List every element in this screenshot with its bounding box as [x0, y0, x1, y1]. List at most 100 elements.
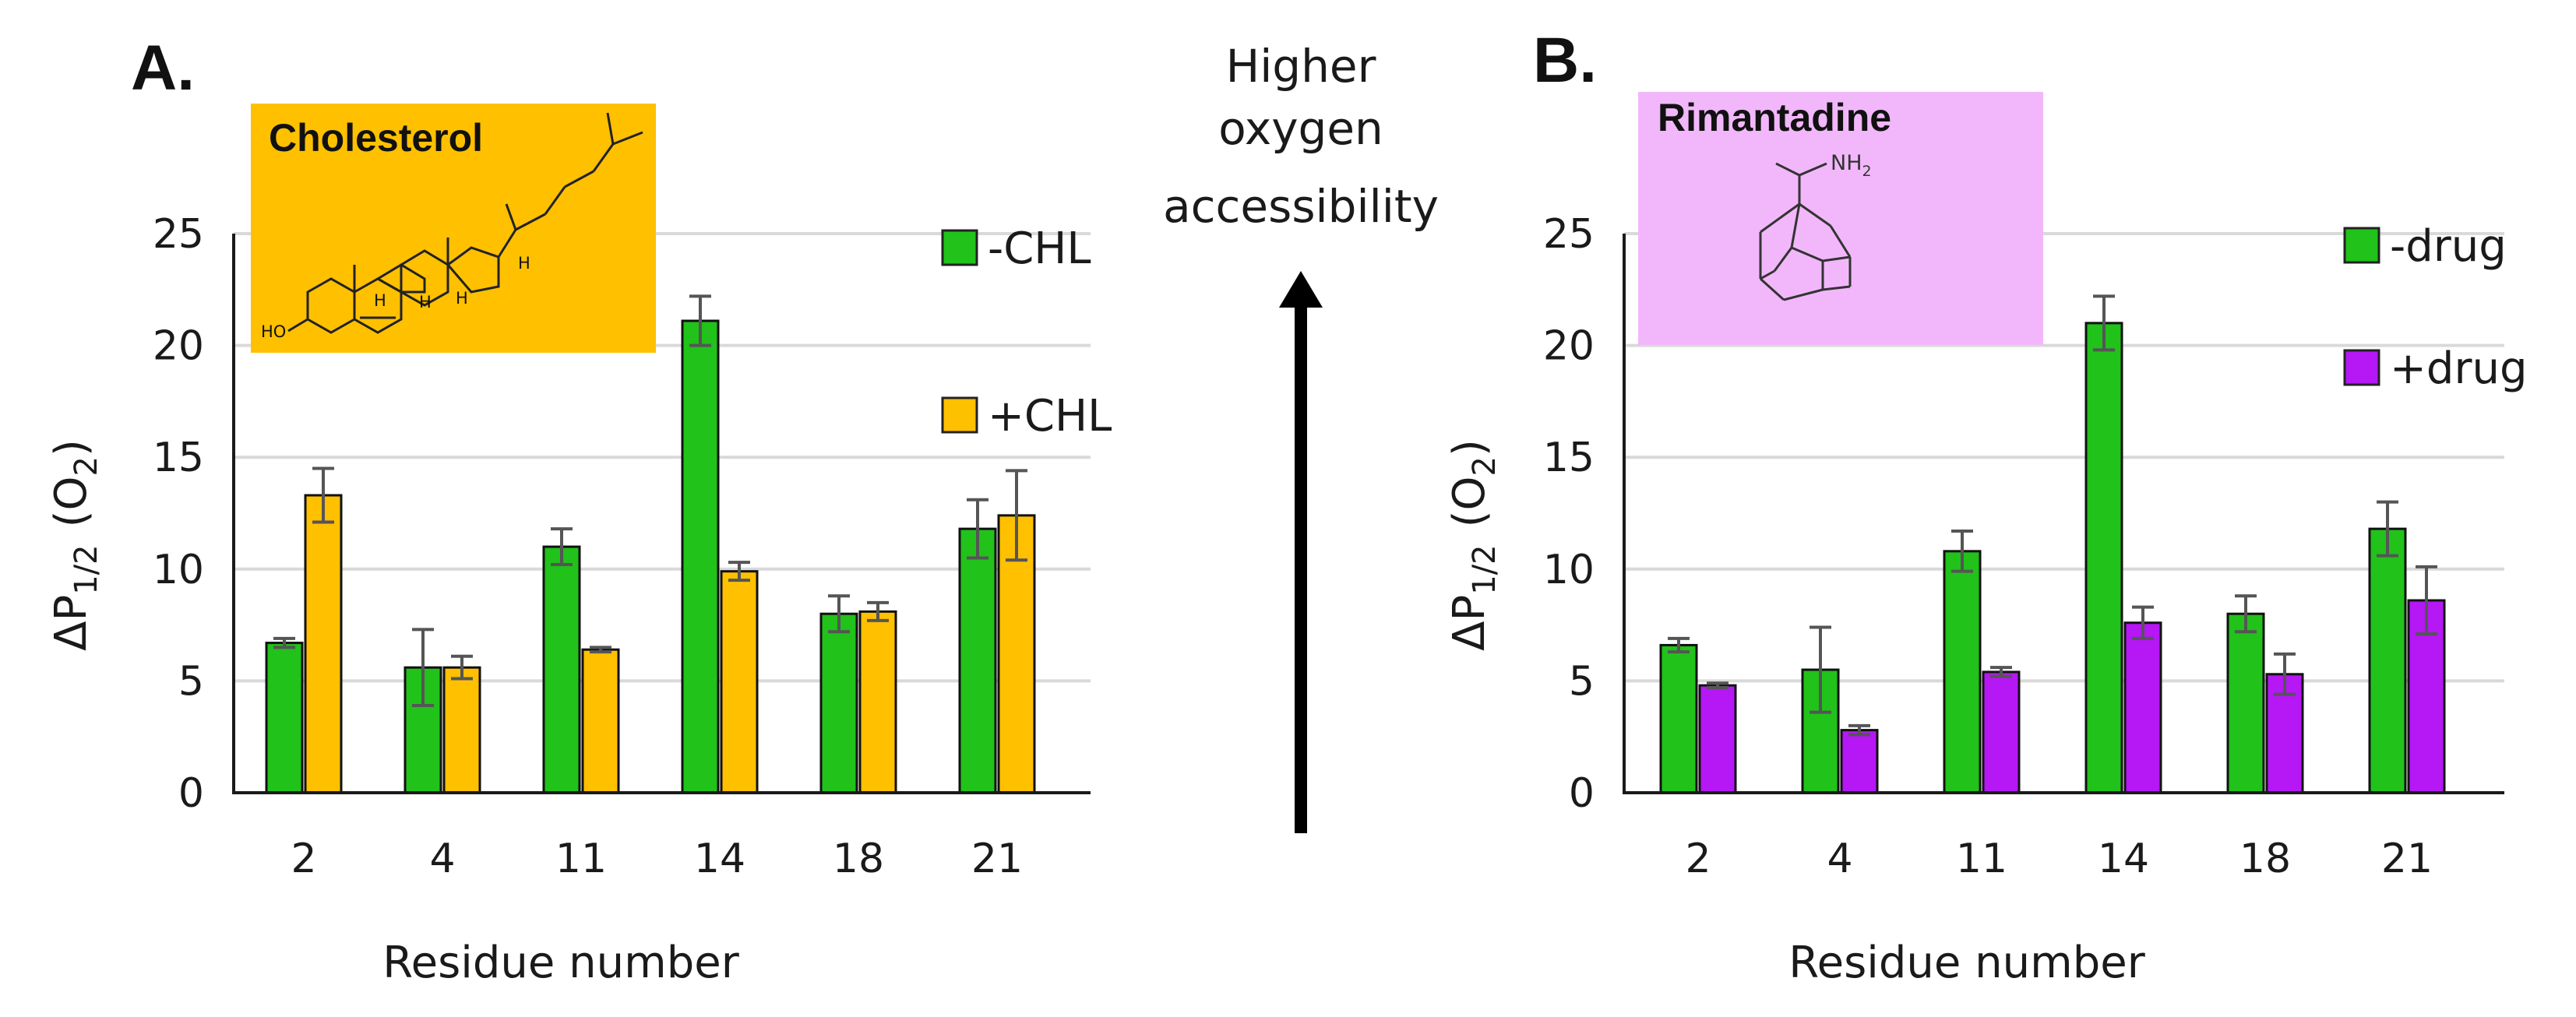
cholesterol-box-background	[251, 104, 656, 353]
legend-a-label-plus-chl: +CHL	[988, 391, 1112, 442]
y-tick-label-b-2: 10	[1543, 547, 1595, 593]
x-tick-label-b-14: 14	[2098, 836, 2149, 882]
error-bar-b-s0-14	[2093, 294, 2115, 352]
y-tick-label-b-4: 20	[1543, 323, 1595, 370]
y-tick-label-b-0: 0	[1569, 770, 1595, 817]
legend-b-swatch-plus-drug	[2343, 349, 2380, 386]
y-tick-label-a-3: 15	[153, 435, 204, 481]
y-tick-label-b-3: 15	[1543, 435, 1595, 481]
error-bar-b-s0-21	[2377, 500, 2398, 558]
bar-b-s0-2	[1659, 643, 1698, 794]
bar-b-s1-4	[1840, 729, 1879, 794]
bar-a-s1-18	[858, 610, 897, 794]
cholesterol-h2-text: H	[419, 293, 432, 311]
y-tick-label-b-1: 5	[1569, 658, 1595, 705]
rimantadine-structure-icon	[1759, 162, 1852, 301]
y-axis-title-a-o2: 2	[69, 456, 104, 476]
x-axis-title-a: Residue number	[382, 938, 739, 988]
x-axis-title-b: Residue number	[1788, 938, 2145, 988]
error-bar-b-s1-11	[1990, 666, 2012, 678]
x-tick-label-a-4: 4	[429, 836, 455, 882]
arrow-text-line-1: Higher	[1226, 40, 1376, 93]
error-bar-a-s1-2	[312, 466, 334, 524]
bar-b-s0-21	[2368, 527, 2407, 794]
bar-b-s1-2	[1698, 684, 1737, 794]
error-bar-b-s0-11	[1951, 529, 1973, 573]
error-bar-a-s1-11	[590, 646, 611, 654]
cholesterol-structure-icon	[287, 112, 643, 334]
y-axis-title-b-tail: (O	[1444, 476, 1495, 527]
y-tick-label-a-2: 10	[153, 547, 204, 593]
error-bar-a-s0-21	[967, 498, 988, 560]
rimantadine-label: Rimantadine	[1658, 96, 1891, 139]
y-axis-title-b: ΔP1/2 (O2)	[1444, 439, 1503, 651]
cholesterol-h1-text: H	[374, 291, 386, 310]
bar-b-s0-11	[1943, 550, 1982, 794]
bar-a-s0-2	[265, 642, 304, 794]
error-bar-a-s0-11	[551, 527, 573, 567]
bar-a-s1-2	[304, 494, 343, 794]
y-axis-title-a-sub: 1/2	[69, 544, 104, 594]
x-tick-label-a-18: 18	[833, 836, 884, 882]
x-tick-label-a-2: 2	[291, 836, 316, 882]
legend-b-label-plus-drug: +drug	[2390, 343, 2528, 394]
error-bar-a-s1-14	[728, 561, 750, 582]
bar-b-s0-18	[2226, 612, 2265, 794]
y-tick-label-a-0: 0	[178, 770, 204, 817]
panel-letter-a: A.	[131, 33, 195, 104]
y-tick-label-a-1: 5	[178, 658, 204, 705]
x-tick-label-b-2: 2	[1685, 836, 1711, 882]
rimantadine-nh2-text: NH2	[1831, 151, 1872, 180]
rimantadine-box: Rimantadine	[1638, 92, 2043, 345]
error-bar-b-s1-14	[2132, 605, 2154, 640]
y-tick-label-a-5: 25	[153, 211, 204, 258]
error-bar-b-s1-4	[1848, 723, 1870, 737]
arrow-text-line-3: accessibility	[1163, 180, 1439, 233]
cholesterol-label: Cholesterol	[269, 116, 483, 160]
error-bar-b-s1-2	[1707, 681, 1728, 690]
legend-b-label-minus-drug: -drug	[2390, 221, 2507, 272]
x-tick-label-b-4: 4	[1827, 836, 1852, 882]
x-tick-label-a-14: 14	[694, 836, 745, 882]
up-arrow-icon	[1279, 271, 1323, 833]
bar-a-s0-21	[958, 527, 997, 794]
x-tick-label-b-21: 21	[2381, 836, 2433, 882]
ticks-b: 0 5 10 15 20 25 2 4 11 14 18 21	[1543, 211, 2433, 882]
y-axis-title-b-o2: 2	[1467, 456, 1503, 476]
bars-a	[265, 294, 1036, 794]
legend-b-swatch-minus-drug	[2343, 227, 2380, 264]
y-axis-title-a: ΔP1/2 (O2)	[46, 439, 104, 651]
panel-letter-b: B.	[1533, 25, 1597, 96]
cholesterol-box: Cholesterol	[251, 104, 656, 353]
error-bar-a-s1-4	[451, 654, 473, 681]
cholesterol-h3-text: H	[456, 289, 468, 308]
rimantadine-box-background	[1638, 92, 2043, 345]
x-tick-label-a-21: 21	[971, 836, 1023, 882]
axes-b	[1623, 234, 2504, 794]
error-bar-b-s0-2	[1668, 636, 1690, 654]
y-axis-title-b-close: )	[1444, 439, 1495, 456]
bar-a-s1-11	[581, 648, 620, 794]
y-axis-title-a-close: )	[46, 439, 97, 456]
legend-a-swatch-plus-chl	[941, 396, 978, 434]
y-axis-title-b-main: ΔP	[1444, 595, 1495, 651]
error-bar-a-s1-18	[867, 600, 889, 622]
bar-a-s1-4	[442, 666, 481, 794]
rimantadine-nh2-subscript: 2	[1862, 163, 1872, 180]
y-axis-title-a-main: ΔP	[46, 595, 97, 651]
panel-b: 0 5 10 15 20 25 2 4 11 14 18 21 B. Rimantadine	[1444, 25, 2528, 988]
legend-a-swatch-minus-chl	[941, 229, 978, 266]
y-tick-label-b-5: 25	[1543, 211, 1595, 258]
error-bar-b-s0-4	[1810, 625, 1831, 714]
y-tick-label-a-4: 20	[153, 323, 204, 370]
legend-a-label-minus-chl: -CHL	[988, 223, 1091, 274]
bar-a-s0-18	[819, 612, 858, 794]
x-tick-label-b-11: 11	[1956, 836, 2007, 882]
y-axis-title-a-tail: (O	[46, 476, 97, 527]
error-bar-b-s1-21	[2416, 565, 2437, 636]
bar-a-s0-11	[542, 545, 581, 794]
center-annotation: Higher oxygen accessibility	[1163, 40, 1439, 833]
bar-b-s1-11	[1982, 670, 2021, 794]
error-bar-a-s0-4	[412, 628, 434, 707]
